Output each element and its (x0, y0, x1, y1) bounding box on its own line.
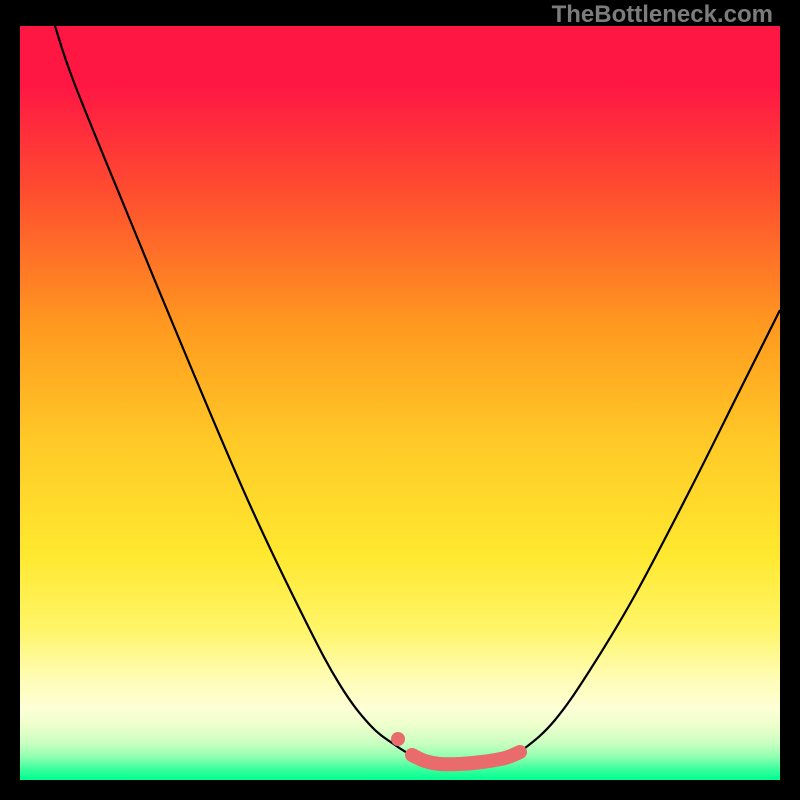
chart-container: TheBottleneck.com (0, 0, 800, 800)
gradient-background (20, 26, 780, 780)
bottleneck-chart: TheBottleneck.com (0, 0, 800, 800)
optimal-range-start-dot (391, 732, 405, 746)
attribution-text: TheBottleneck.com (552, 1, 773, 28)
